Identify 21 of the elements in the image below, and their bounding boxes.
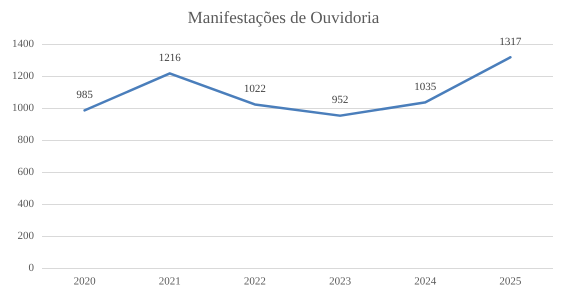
- y-tick-label: 400: [18, 198, 34, 210]
- x-tick-label: 2021: [158, 276, 181, 288]
- y-tick-label: 800: [18, 134, 34, 146]
- y-tick-label: 200: [18, 230, 34, 242]
- y-tick-label: 0: [28, 262, 34, 274]
- x-tick-label: 2024: [414, 276, 437, 288]
- data-label: 1035: [414, 80, 437, 93]
- y-tick-label: 600: [18, 166, 34, 178]
- data-label: 952: [332, 94, 348, 106]
- chart-title: Manifestações de Ouvidoria: [188, 8, 380, 27]
- data-label: 1022: [244, 82, 266, 95]
- y-tick-label: 1400: [12, 38, 34, 50]
- data-label: 1317: [499, 36, 522, 48]
- x-tick-label: 2023: [329, 276, 352, 288]
- y-tick-label: 1000: [12, 102, 34, 114]
- data-label: 985: [76, 88, 94, 101]
- x-tick-label: 2022: [244, 276, 266, 288]
- y-tick-label: 1200: [12, 70, 34, 82]
- x-tick-label: 2020: [74, 276, 96, 288]
- x-tick-label: 2025: [499, 276, 522, 288]
- data-label: 1216: [158, 52, 182, 64]
